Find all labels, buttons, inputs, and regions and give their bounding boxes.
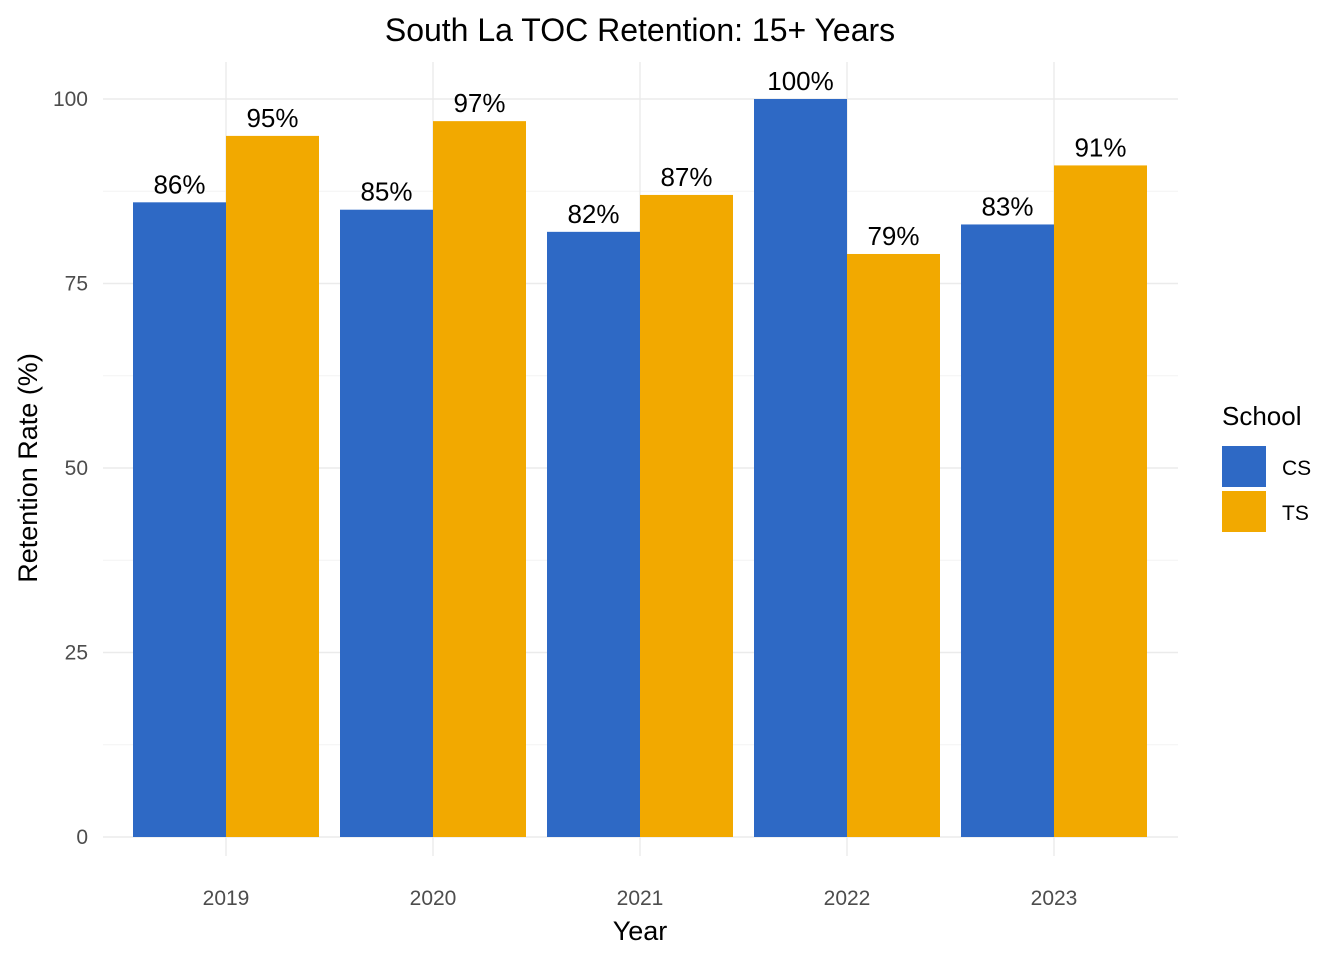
data-label-ts-2019: 95% [246,103,298,133]
y-tick-label: 50 [65,457,88,480]
x-tick-label: 2020 [410,887,457,910]
data-label-ts-2021: 87% [660,162,712,192]
axes: 0 25 50 75 100 2019 2020 2021 2022 2023 [53,88,1077,910]
legend-label-ts: TS [1282,502,1309,525]
legend-title: School [1222,401,1302,431]
legend: School CS TS [1222,401,1311,532]
bar-cs-2023 [961,224,1054,837]
bar-cs-2022 [754,99,847,837]
y-tick-label: 25 [65,642,88,665]
x-tick-label: 2023 [1031,887,1078,910]
x-axis-title: Year [613,916,668,946]
bar-ts-2022 [847,253,940,838]
bar-ts-2023 [1054,165,1147,838]
bar-cs-2021 [547,231,640,838]
legend-key-cs [1222,446,1266,487]
data-label-cs-2022: 100% [767,66,834,96]
data-label-ts-2023: 91% [1074,132,1126,162]
legend-label-cs: CS [1282,457,1311,480]
x-tick-label: 2019 [203,887,250,910]
x-tick-label: 2022 [824,887,871,910]
y-axis-title: Retention Rate (%) [13,353,43,583]
bar-ts-2020 [433,121,526,837]
data-label-cs-2019: 86% [153,169,205,199]
data-label-ts-2022: 79% [867,221,919,251]
y-tick-label: 75 [65,273,88,296]
bar-cs-2020 [340,209,433,837]
chart-title: South La TOC Retention: 15+ Years [385,12,895,48]
y-tick-label: 100 [53,88,88,111]
bars [133,99,1147,838]
bar-ts-2021 [640,194,733,837]
data-label-cs-2023: 83% [981,191,1033,221]
data-label-cs-2021: 82% [567,199,619,229]
bar-cs-2019 [133,202,226,837]
legend-items: CS TS [1222,446,1311,532]
bar-ts-2019 [226,135,319,837]
data-label-cs-2020: 85% [360,177,412,207]
legend-key-ts [1222,491,1266,532]
data-label-ts-2020: 97% [453,88,505,118]
data-labels: 86% 85% 82% 100% 83% 95% 97% 87% 79% 91% [153,66,1126,251]
x-tick-label: 2021 [617,887,664,910]
y-tick-label: 0 [76,826,88,849]
